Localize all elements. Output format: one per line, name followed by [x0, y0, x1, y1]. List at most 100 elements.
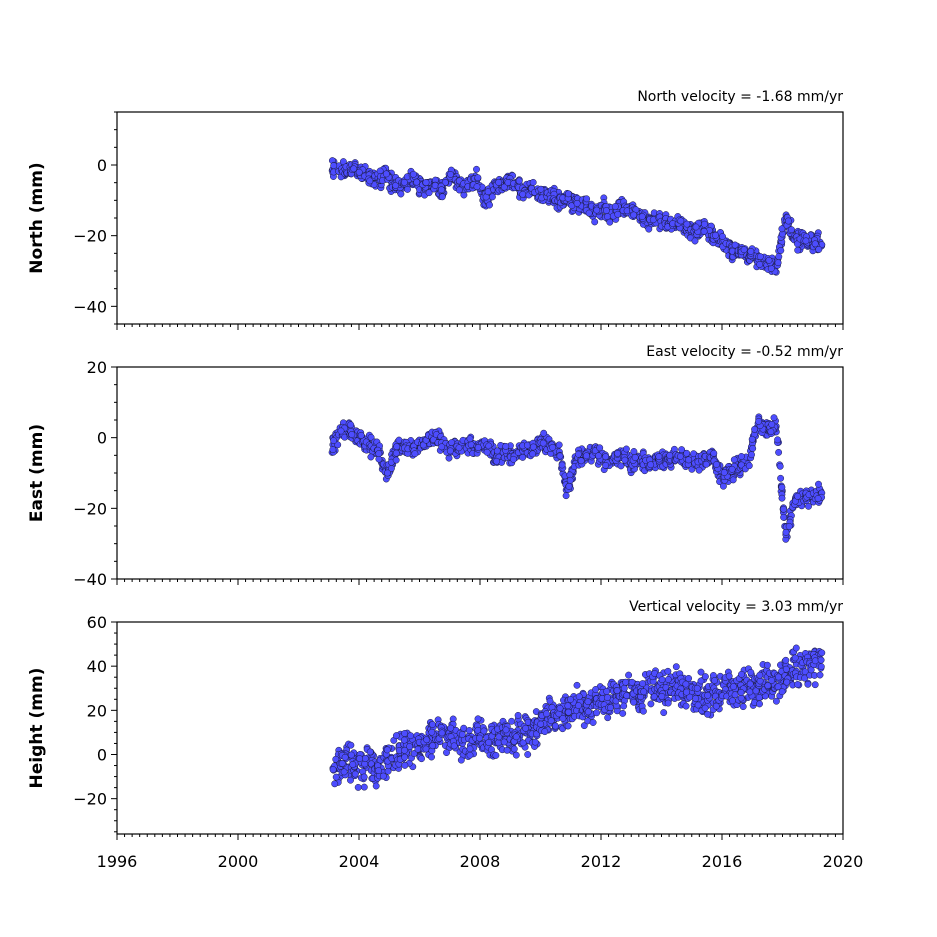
y-tick-label: 20	[87, 358, 107, 377]
data-point	[519, 453, 527, 461]
data-point	[818, 649, 826, 657]
data-point	[404, 185, 411, 193]
data-point	[677, 217, 685, 225]
data-point	[355, 168, 363, 176]
y-tick-label: 0	[97, 746, 107, 765]
data-point	[647, 700, 655, 708]
data-point	[731, 241, 739, 249]
data-point	[540, 429, 548, 437]
data-point	[486, 201, 493, 209]
data-point	[584, 708, 592, 716]
data-point	[356, 755, 364, 763]
data-point	[447, 170, 454, 178]
y-tick-label: 40	[87, 657, 107, 676]
data-point	[711, 677, 719, 684]
data-point	[330, 162, 338, 170]
data-point	[816, 671, 824, 679]
data-point	[622, 445, 630, 453]
data-point	[428, 728, 436, 736]
data-point	[397, 190, 405, 198]
data-point	[519, 739, 527, 747]
data-point	[577, 457, 585, 465]
data-point	[775, 253, 783, 261]
data-point	[329, 446, 337, 454]
data-point	[361, 755, 369, 762]
data-point	[768, 677, 776, 684]
data-point	[794, 681, 802, 688]
data-point	[457, 756, 465, 764]
data-point	[751, 425, 759, 433]
data-point	[473, 183, 481, 191]
data-point	[683, 449, 691, 457]
data-point	[465, 727, 473, 734]
data-point	[476, 734, 483, 742]
data-point	[815, 480, 822, 488]
data-point	[401, 746, 409, 754]
data-point	[474, 444, 482, 452]
data-point	[792, 644, 800, 652]
data-point	[392, 181, 400, 189]
data-point	[450, 742, 458, 750]
data-point	[566, 476, 574, 484]
data-point	[565, 482, 573, 490]
data-point	[778, 494, 786, 502]
data-point	[485, 739, 493, 746]
data-point	[805, 502, 812, 510]
data-point	[623, 692, 631, 700]
data-point	[645, 225, 653, 233]
data-point	[531, 738, 539, 746]
data-point	[737, 453, 745, 460]
data-point	[701, 673, 709, 681]
data-point	[748, 435, 756, 443]
data-point	[529, 443, 537, 451]
data-point	[817, 663, 825, 671]
data-point	[562, 492, 570, 500]
data-point	[495, 733, 503, 741]
data-point	[467, 441, 475, 449]
data-point	[658, 676, 666, 684]
data-point	[666, 451, 674, 459]
data-point	[502, 726, 510, 734]
data-point	[719, 482, 727, 490]
x-tick-label: 1996	[97, 852, 138, 871]
data-point	[620, 684, 628, 692]
data-point	[565, 190, 572, 198]
data-point	[331, 780, 339, 788]
data-point	[466, 435, 474, 443]
data-point	[400, 736, 408, 744]
data-point	[804, 680, 812, 688]
data-point	[611, 203, 619, 210]
data-point	[756, 700, 763, 708]
scatter-series	[329, 644, 826, 791]
data-point	[631, 454, 639, 461]
data-point	[458, 731, 466, 738]
y-tick-label: −20	[73, 499, 107, 518]
data-point	[411, 450, 419, 458]
data-point	[719, 233, 726, 240]
data-point	[429, 721, 436, 728]
data-point	[418, 755, 425, 763]
data-point	[788, 226, 795, 234]
data-point	[695, 466, 703, 474]
data-point	[347, 421, 355, 429]
data-point	[438, 193, 446, 201]
data-point	[423, 736, 431, 744]
data-point	[731, 691, 739, 699]
y-tick-label: −20	[73, 227, 107, 246]
data-point	[620, 702, 628, 710]
data-point	[606, 218, 614, 226]
data-point	[332, 773, 340, 781]
data-point	[431, 181, 439, 189]
data-point	[775, 448, 783, 456]
data-point	[529, 178, 537, 186]
data-point	[740, 246, 748, 254]
panel-3: −20 0 20 40 60 Height (mm) Vertical velocity =…	[27, 599, 863, 871]
scatter-series	[328, 157, 826, 276]
data-point	[639, 680, 647, 688]
data-point	[782, 528, 790, 536]
data-point	[349, 761, 357, 768]
data-point	[551, 722, 559, 730]
data-point	[604, 714, 612, 722]
y-axis-ticks: −20 0 20 40 60	[73, 613, 117, 833]
